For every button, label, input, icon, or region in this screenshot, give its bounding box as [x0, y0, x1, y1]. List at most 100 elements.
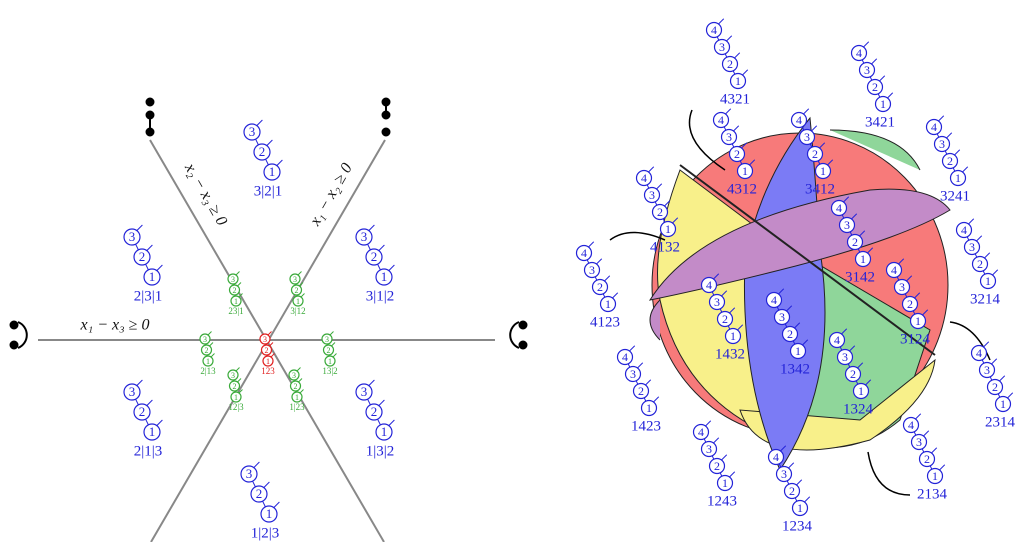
region-label: 2|1|3	[134, 443, 163, 459]
tree-digit: 3	[630, 367, 636, 381]
axis-label: x₁ − x₂ ≥ 0	[306, 160, 356, 229]
tree-leg	[254, 462, 260, 468]
vertex-label: 1423	[631, 418, 661, 434]
tree-digit: 3	[293, 275, 297, 284]
tree-digit: 4	[581, 246, 587, 260]
tree-leg	[238, 283, 242, 287]
tree-leg	[210, 343, 214, 347]
vertex-label: 1324	[843, 401, 874, 417]
face-label: 3|12	[290, 306, 305, 316]
tree-digit: 1	[1000, 397, 1006, 411]
tree-digit: 1	[795, 344, 801, 358]
tree-leg	[726, 109, 731, 114]
tree-digit: 3	[129, 229, 136, 244]
diagram: x₂ − x₃ ≥ 0x₁ − x₂ ≥ 0x₁ − x₃ ≥ 03|2|132…	[0, 0, 1020, 542]
tree-digit: 3	[939, 137, 945, 151]
tree-leg	[274, 502, 280, 508]
tree-digit: 2	[371, 404, 378, 419]
tree-digit: 1	[880, 97, 886, 111]
tree-digit: 1	[665, 222, 671, 236]
tree-digit: 2	[233, 286, 237, 295]
tree-digit: 1	[722, 476, 728, 490]
region-label: 1|2|3	[251, 525, 280, 541]
tree-leg	[888, 93, 893, 98]
tree-leg	[589, 242, 594, 247]
tree-digit: 3	[706, 442, 712, 456]
tree-leg	[797, 480, 802, 485]
tree-leg	[137, 380, 143, 386]
tree-leg	[147, 400, 153, 406]
region-label: 1|3|2	[366, 443, 395, 459]
tree-digit: 2	[850, 367, 856, 381]
tree-digit: 3	[714, 295, 720, 309]
tree-leg	[985, 253, 990, 258]
face-label: 1|23	[289, 402, 305, 412]
tree-digit: 1	[149, 424, 156, 439]
tree-leg	[332, 343, 336, 347]
tree-leg	[299, 379, 303, 383]
vertex-label: 4312	[727, 181, 757, 197]
tree-digit: 2	[992, 380, 998, 394]
tree-digit: 1	[328, 357, 332, 366]
vertex-label: 1243	[707, 493, 737, 509]
tree-digit: 2	[233, 382, 237, 391]
tree-digit: 3	[719, 40, 725, 54]
tree-digit: 2	[371, 249, 378, 264]
tree-digit: 2	[789, 484, 795, 498]
face-label: 12|3	[228, 402, 244, 412]
tree-leg	[379, 245, 385, 251]
face-label: 2|13	[200, 366, 216, 376]
tree-digit: 2	[265, 346, 269, 355]
tree-leg	[872, 59, 877, 64]
tree-digit: 4	[706, 278, 712, 292]
tree-digit: 2	[734, 147, 740, 161]
tree-digit: 3	[969, 240, 975, 254]
tree-leg	[147, 245, 153, 251]
tree-digit: 3	[361, 229, 368, 244]
tree-leg	[880, 76, 885, 81]
tree-digit: 3	[804, 130, 810, 144]
vertex-label: 3142	[845, 269, 875, 285]
tree-digit: 3	[246, 466, 253, 481]
tree-digit: 3	[649, 188, 655, 202]
tree-digit: 1	[234, 393, 238, 402]
tree-digit: 2	[872, 80, 878, 94]
tree-digit: 3	[203, 335, 207, 344]
tree-leg	[300, 390, 304, 394]
tree-digit: 4	[796, 113, 802, 127]
vertex-label: 2314	[985, 414, 1016, 430]
tree-leg	[649, 167, 654, 172]
tree-leg	[236, 272, 240, 276]
vertex-label: 3214	[970, 291, 1001, 307]
tree-leg	[630, 346, 635, 351]
tree-digit: 1	[646, 401, 652, 415]
tree-digit: 3	[842, 350, 848, 364]
tree-leg	[940, 465, 945, 470]
tree-leg	[638, 363, 643, 368]
vertex-label: 4321	[720, 91, 750, 107]
tree-digit: 1	[820, 164, 826, 178]
face-label: 23|1	[228, 306, 243, 316]
tree-digit: 4	[698, 425, 704, 439]
tree-digit: 2	[812, 147, 818, 161]
tree-leg	[714, 438, 719, 443]
tree-digit: 2	[139, 404, 146, 419]
tree-digit: 3	[984, 363, 990, 377]
tree-digit: 1	[234, 297, 238, 306]
tree-digit: 3	[844, 218, 850, 232]
tree-leg	[939, 116, 944, 121]
tree-digit: 4	[771, 293, 777, 307]
tree-digit: 2	[722, 312, 728, 326]
tree-digit: 1	[206, 357, 210, 366]
ray-icons	[11, 99, 527, 349]
vertex-label: 3241	[940, 188, 970, 204]
tree-leg	[805, 497, 810, 502]
tree-leg	[389, 420, 395, 426]
tree-digit: 1	[915, 314, 921, 328]
tree-leg	[706, 421, 711, 426]
tree-leg	[389, 265, 395, 271]
vertex-label: 3421	[865, 114, 895, 130]
tree-digit: 3	[325, 335, 329, 344]
tree-leg	[984, 342, 989, 347]
tree-digit: 3	[779, 310, 785, 324]
